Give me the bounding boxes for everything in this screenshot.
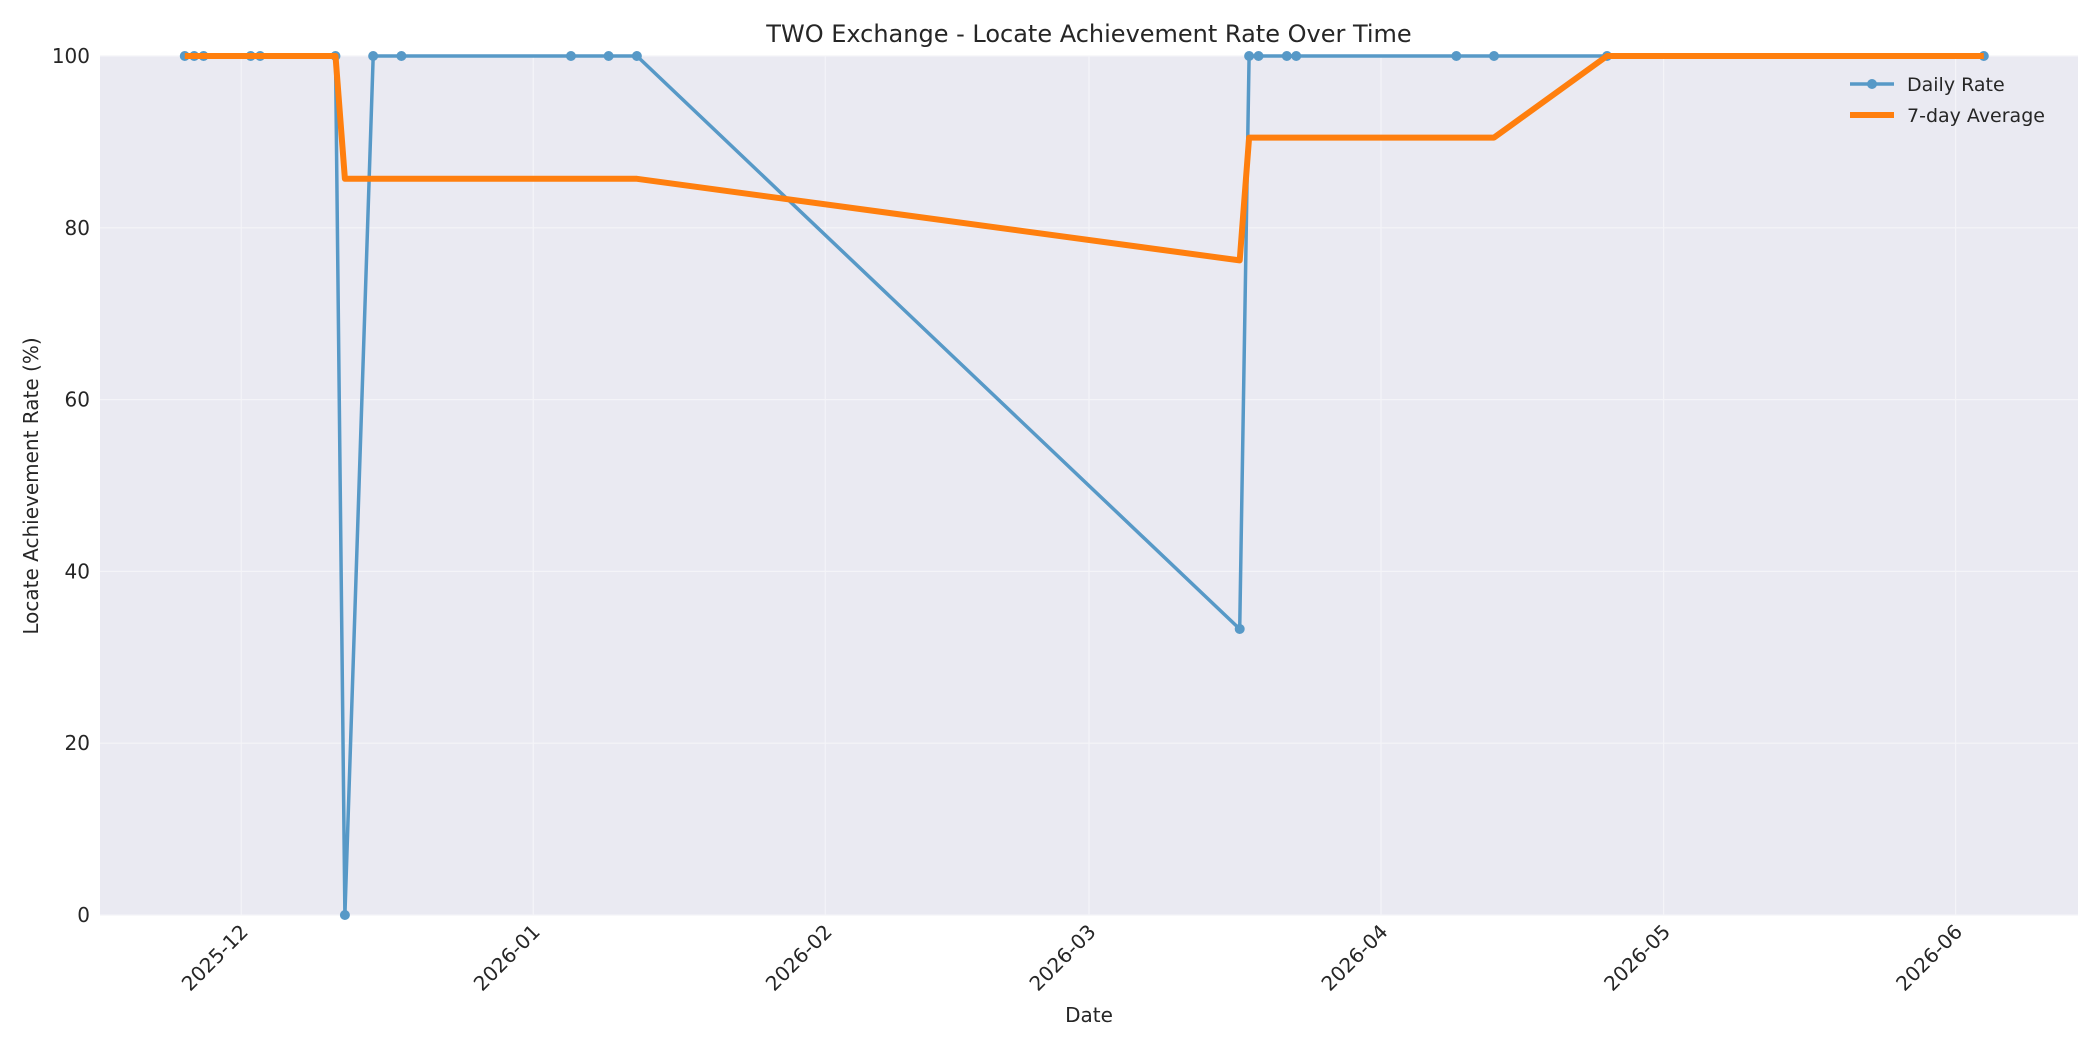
x-axis-label: Date	[1065, 1003, 1113, 1027]
y-axis-label: Locate Achievement Rate (%)	[19, 337, 43, 634]
series-layer	[179, 51, 1989, 920]
daily-rate-point	[631, 51, 642, 61]
legend: Daily Rate 7-day Average	[1850, 74, 2045, 127]
series-line-seven-day-average	[184, 53, 1984, 264]
daily-rate-point	[603, 51, 614, 61]
y-tick-label: 20	[65, 731, 90, 755]
legend-label: Daily Rate	[1907, 74, 2005, 96]
daily-rate-point	[1451, 51, 1462, 61]
y-tick-label: 100	[52, 44, 90, 68]
legend-marker	[1867, 79, 1877, 89]
daily-rate-point	[396, 51, 407, 61]
y-tick-label: 80	[65, 216, 90, 240]
y-tick-label: 40	[65, 559, 90, 583]
daily-rate-point	[339, 910, 350, 920]
y-tick-label: 0	[77, 903, 90, 927]
daily-rate-point	[1234, 623, 1245, 634]
y-tick-label: 60	[65, 388, 90, 412]
daily-rate-point	[1244, 51, 1255, 61]
daily-rate-point	[1489, 51, 1500, 61]
daily-rate-point	[565, 51, 576, 61]
daily-rate-point	[1291, 51, 1302, 61]
daily-rate-point	[1253, 51, 1264, 61]
legend-label: 7-day Average	[1907, 105, 2045, 127]
chart-title: TWO Exchange - Locate Achievement Rate O…	[765, 20, 1411, 48]
daily-rate-point	[1281, 51, 1292, 61]
daily-rate-point	[368, 51, 379, 61]
